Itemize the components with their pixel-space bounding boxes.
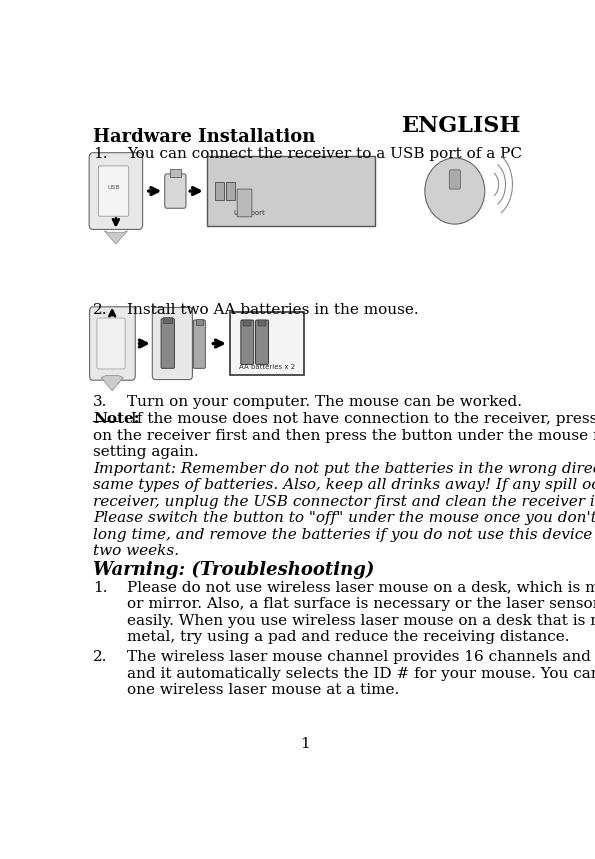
FancyBboxPatch shape — [256, 320, 268, 364]
Text: 1: 1 — [300, 737, 310, 752]
Text: Hardware Installation: Hardware Installation — [93, 128, 315, 146]
FancyBboxPatch shape — [152, 308, 192, 380]
Text: long time, and remove the batteries if you do not use this device for at least: long time, and remove the batteries if y… — [93, 527, 595, 542]
FancyBboxPatch shape — [193, 320, 205, 369]
Text: or mirror. Also, a flat surface is necessary or the laser sensor will error: or mirror. Also, a flat surface is neces… — [127, 597, 595, 611]
FancyBboxPatch shape — [165, 174, 186, 208]
Text: Please switch the button to "off" under the mouse once you don't use it for a: Please switch the button to "off" under … — [93, 511, 595, 525]
Ellipse shape — [425, 158, 485, 224]
Text: ENGLISH: ENGLISH — [402, 115, 522, 137]
Text: 2.: 2. — [93, 303, 107, 318]
Text: The wireless laser mouse channel provides 16 channels and 256 ID-codes,: The wireless laser mouse channel provide… — [127, 650, 595, 664]
Text: You can connect the receiver to a USB port of a PC: You can connect the receiver to a USB po… — [127, 148, 522, 161]
FancyBboxPatch shape — [161, 319, 174, 369]
Text: Important: Remember do not put the batteries in the wrong direction; use the: Important: Remember do not put the batte… — [93, 461, 595, 476]
Polygon shape — [101, 375, 123, 391]
Text: easily. When you use wireless laser mouse on a desk that is made of: easily. When you use wireless laser mous… — [127, 613, 595, 628]
FancyBboxPatch shape — [215, 182, 224, 199]
Text: 1.: 1. — [93, 148, 107, 161]
Text: on the receiver first and then press the button under the mouse for channel: on the receiver first and then press the… — [93, 429, 595, 442]
Text: 2.: 2. — [93, 650, 107, 664]
FancyBboxPatch shape — [258, 320, 266, 326]
Text: Install two AA batteries in the mouse.: Install two AA batteries in the mouse. — [127, 303, 419, 318]
Text: one wireless laser mouse at a time.: one wireless laser mouse at a time. — [127, 683, 400, 698]
Text: metal, try using a pad and reduce the receiving distance.: metal, try using a pad and reduce the re… — [127, 631, 570, 644]
FancyBboxPatch shape — [241, 320, 253, 364]
FancyBboxPatch shape — [226, 182, 235, 199]
Text: setting again.: setting again. — [93, 445, 199, 459]
FancyBboxPatch shape — [237, 189, 252, 216]
Text: same types of batteries. Also, keep all drinks away! If any spill occurs on the: same types of batteries. Also, keep all … — [93, 478, 595, 492]
Text: and it automatically selects the ID # for your mouse. You can only set up: and it automatically selects the ID # fo… — [127, 667, 595, 680]
FancyBboxPatch shape — [449, 170, 461, 189]
Text: 1.: 1. — [93, 581, 107, 594]
Text: receiver, unplug the USB connector first and clean the receiver immediately.: receiver, unplug the USB connector first… — [93, 495, 595, 509]
FancyBboxPatch shape — [230, 312, 303, 375]
Text: Note:: Note: — [93, 412, 139, 426]
FancyBboxPatch shape — [196, 319, 203, 325]
FancyBboxPatch shape — [90, 307, 135, 381]
FancyBboxPatch shape — [170, 169, 181, 177]
Text: Turn on your computer. The mouse can be worked.: Turn on your computer. The mouse can be … — [127, 395, 522, 410]
Text: Warning: (Troubleshooting): Warning: (Troubleshooting) — [93, 561, 374, 579]
FancyBboxPatch shape — [206, 156, 375, 226]
Text: USB port: USB port — [234, 210, 265, 216]
Text: If the mouse does not have connection to the receiver, press the button: If the mouse does not have connection to… — [127, 412, 595, 426]
FancyBboxPatch shape — [164, 317, 172, 323]
Text: USB: USB — [107, 186, 120, 190]
Text: Please do not use wireless laser mouse on a desk, which is made of glass: Please do not use wireless laser mouse o… — [127, 581, 595, 594]
Text: 3.: 3. — [93, 395, 107, 410]
FancyBboxPatch shape — [98, 166, 129, 216]
FancyBboxPatch shape — [97, 318, 125, 369]
Text: two weeks.: two weeks. — [93, 545, 179, 558]
FancyBboxPatch shape — [243, 320, 252, 326]
Polygon shape — [104, 231, 127, 244]
FancyBboxPatch shape — [89, 153, 143, 229]
Text: AA batteries x 2: AA batteries x 2 — [239, 363, 295, 369]
